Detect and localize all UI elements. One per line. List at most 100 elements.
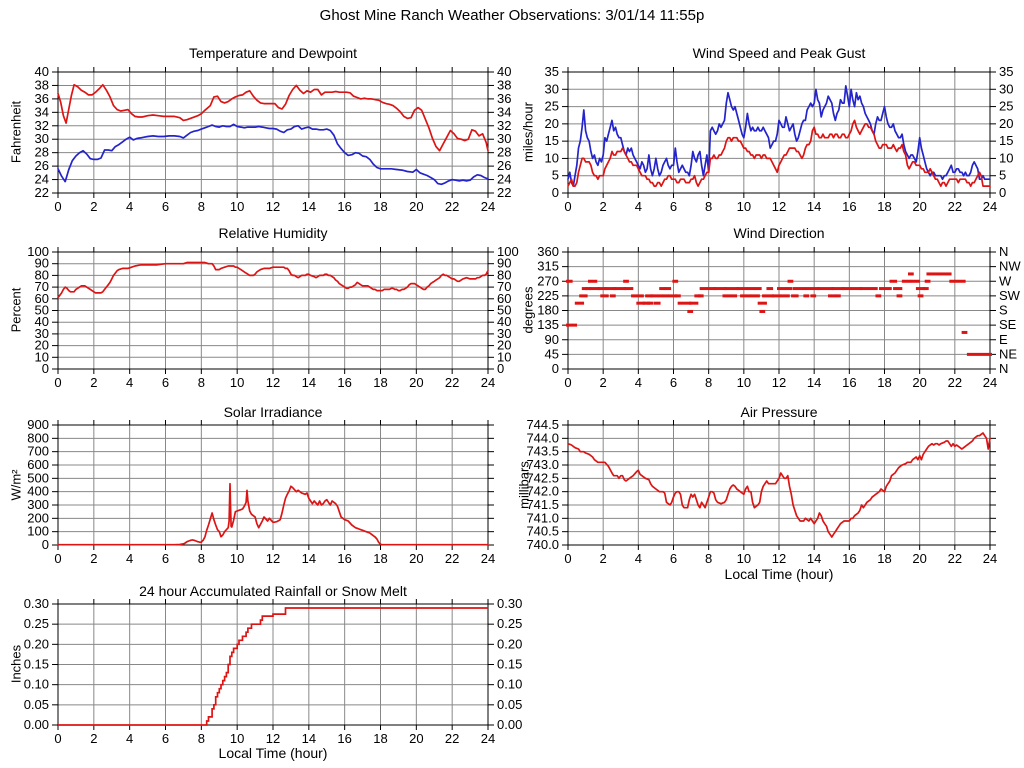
svg-text:10: 10 [230,199,244,214]
svg-text:0: 0 [564,375,571,390]
svg-text:30: 30 [35,326,49,341]
svg-text:16: 16 [842,199,856,214]
svg-text:SE: SE [999,317,1017,332]
svg-text:0: 0 [42,537,49,552]
svg-text:2: 2 [90,199,97,214]
svg-text:18: 18 [877,199,891,214]
svg-text:16: 16 [842,375,856,390]
page-title: Ghost Mine Ranch Weather Observations: 3… [319,7,705,24]
svg-text:4: 4 [126,731,133,746]
svg-text:4: 4 [635,375,642,390]
svg-text:80: 80 [35,267,49,282]
svg-text:24: 24 [497,172,511,187]
svg-text:40: 40 [497,64,511,79]
svg-text:70: 70 [35,279,49,294]
svg-text:30: 30 [497,131,511,146]
chart-title-relative-humidity: Relative Humidity [218,225,328,241]
svg-text:8: 8 [198,199,205,214]
svg-text:10: 10 [35,349,49,364]
svg-text:45: 45 [545,346,559,361]
svg-text:12: 12 [266,375,280,390]
svg-text:25: 25 [545,99,559,114]
svg-text:40: 40 [497,314,511,329]
svg-text:24: 24 [983,199,997,214]
y-axis-label-degrees: degrees [520,286,536,334]
svg-text:20: 20 [912,375,926,390]
svg-text:16: 16 [842,551,856,566]
svg-text:20: 20 [912,551,926,566]
svg-text:22: 22 [445,375,459,390]
svg-text:0.00: 0.00 [24,717,49,732]
svg-text:5: 5 [999,168,1006,183]
x-axis-label-rainfall-local-time: Local Time (hour) [218,745,328,761]
svg-text:30: 30 [545,81,559,96]
svg-text:10: 10 [230,551,244,566]
svg-text:36: 36 [497,91,511,106]
svg-text:4: 4 [126,551,133,566]
chart-title-rainfall: 24 hour Accumulated Rainfall or Snow Mel… [139,583,407,599]
svg-text:10: 10 [545,150,559,165]
y-axis-label-percent: Percent [8,287,24,333]
svg-text:16: 16 [337,199,351,214]
svg-text:2: 2 [90,731,97,746]
svg-text:8: 8 [705,199,712,214]
chart-title-wind-direction: Wind Direction [733,225,825,241]
y-axis-label-watts-per-m2: W/m² [8,469,24,501]
svg-text:15: 15 [999,133,1013,148]
svg-text:N: N [999,361,1008,376]
svg-text:22: 22 [445,199,459,214]
svg-text:20: 20 [409,375,423,390]
svg-text:2: 2 [600,551,607,566]
svg-text:0: 0 [54,199,61,214]
svg-text:0.10: 0.10 [24,677,49,692]
svg-text:20: 20 [409,199,423,214]
svg-text:14: 14 [807,551,821,566]
svg-text:18: 18 [877,551,891,566]
svg-text:8: 8 [705,375,712,390]
svg-text:0: 0 [54,375,61,390]
svg-text:50: 50 [35,303,49,318]
svg-text:15: 15 [545,133,559,148]
svg-text:6: 6 [162,551,169,566]
y-axis-label-miles-per-hour: miles/hour [520,102,536,162]
svg-text:18: 18 [373,551,387,566]
svg-text:SW: SW [999,288,1021,303]
svg-text:25: 25 [999,99,1013,114]
svg-text:40: 40 [35,314,49,329]
svg-text:16: 16 [337,375,351,390]
svg-text:8: 8 [705,551,712,566]
svg-text:26: 26 [35,158,49,173]
svg-text:22: 22 [497,185,511,200]
svg-text:50: 50 [497,303,511,318]
svg-text:4: 4 [635,551,642,566]
chart-title-solar-irradiance: Solar Irradiance [223,404,323,420]
svg-text:0: 0 [497,361,504,376]
svg-text:10: 10 [737,551,751,566]
svg-text:740.5: 740.5 [526,524,559,539]
svg-text:0.20: 0.20 [497,636,522,651]
svg-text:10: 10 [737,199,751,214]
svg-text:16: 16 [337,551,351,566]
svg-text:400: 400 [27,484,49,499]
svg-text:2: 2 [600,375,607,390]
svg-text:360: 360 [537,244,559,259]
svg-text:8: 8 [198,551,205,566]
y-axis-label-fahrenheit: Fahrenheit [8,100,24,164]
svg-text:20: 20 [497,338,511,353]
svg-text:20: 20 [912,199,926,214]
svg-text:0: 0 [552,361,559,376]
y-axis-label-millibars: millibars [516,461,532,509]
svg-text:10: 10 [999,150,1013,165]
y-axis-label-inches: Inches [8,644,24,684]
svg-text:38: 38 [497,77,511,92]
svg-text:90: 90 [545,332,559,347]
svg-text:20: 20 [35,338,49,353]
svg-text:20: 20 [545,116,559,131]
svg-text:12: 12 [772,375,786,390]
svg-text:18: 18 [877,375,891,390]
svg-text:18: 18 [373,731,387,746]
svg-text:NE: NE [999,346,1017,361]
svg-text:12: 12 [266,731,280,746]
svg-text:0.10: 0.10 [497,677,522,692]
